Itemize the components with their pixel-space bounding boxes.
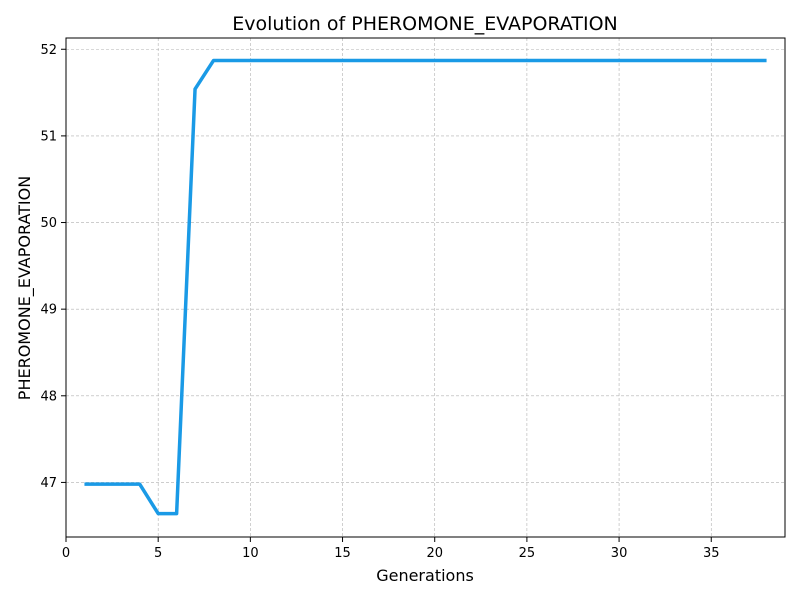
y-axis-label: PHEROMONE_EVAPORATION — [15, 176, 35, 400]
x-axis-label: Generations — [376, 566, 474, 585]
x-tick-label: 25 — [519, 546, 536, 561]
y-tick-label: 47 — [40, 476, 57, 491]
y-tick-label: 49 — [40, 303, 57, 318]
x-tick-label: 0 — [62, 546, 70, 561]
series-layer — [84, 58, 767, 516]
chart-title: Evolution of PHEROMONE_EVAPORATION — [232, 13, 617, 35]
x-tick-label: 30 — [611, 546, 628, 561]
x-axis-ticks: 0 5 10 15 20 25 30 35 — [62, 537, 720, 561]
grid — [65, 38, 785, 537]
y-tick-label: 48 — [40, 389, 57, 404]
series-line — [84, 58, 767, 516]
x-tick-label: 35 — [703, 546, 720, 561]
y-tick-label: 52 — [40, 43, 57, 58]
x-tick-label: 5 — [154, 546, 162, 561]
plot-frame — [65, 37, 786, 538]
y-tick-label: 51 — [40, 129, 57, 144]
x-tick-label: 20 — [426, 546, 443, 561]
y-tick-label: 50 — [40, 216, 57, 231]
y-axis-ticks: 47 48 49 50 51 52 — [40, 43, 66, 491]
x-tick-label: 15 — [334, 546, 351, 561]
x-tick-label: 10 — [242, 546, 259, 561]
